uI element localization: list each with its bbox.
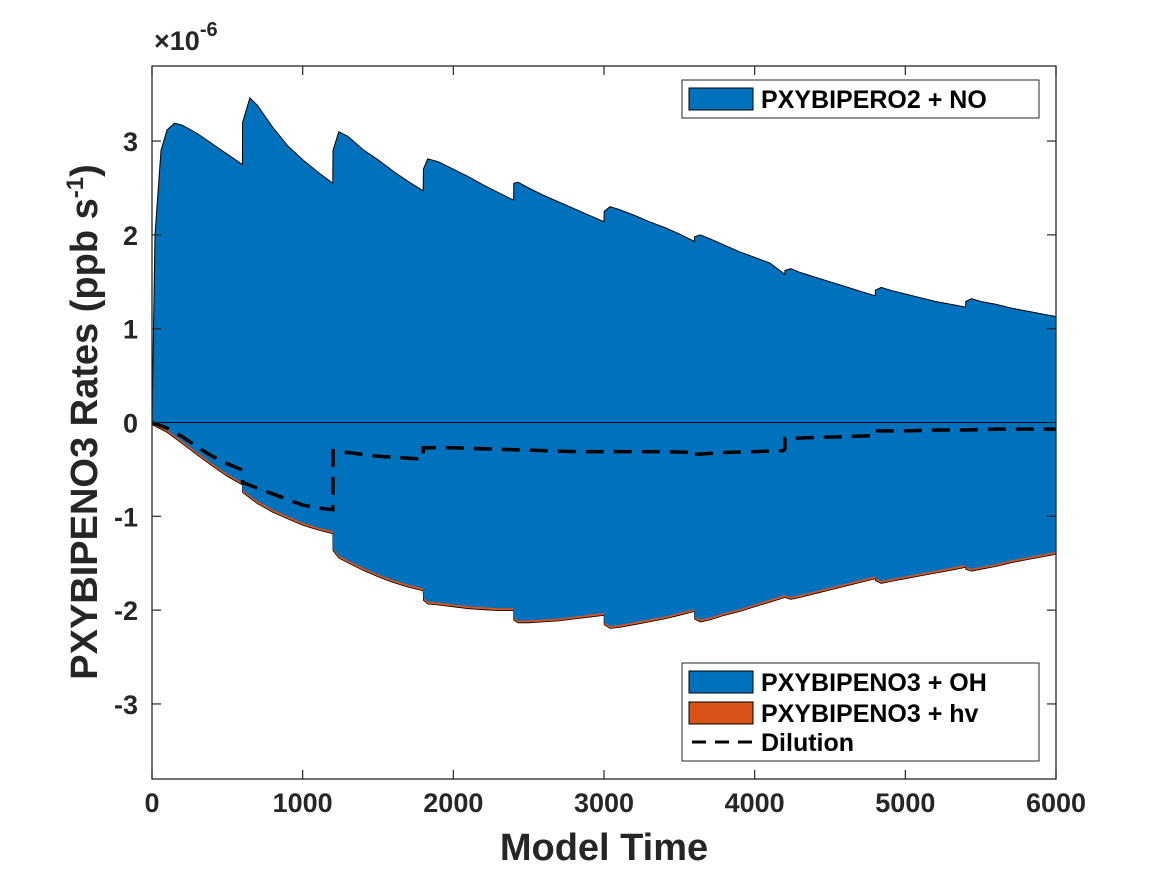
legend-label-pxybipero2-no: PXYBIPERO2 + NO — [761, 86, 987, 114]
exponent-label: ×10-6 — [154, 19, 218, 56]
x-tick-label: 2000 — [423, 788, 483, 818]
legend-top: PXYBIPERO2 + NO — [681, 79, 1040, 119]
x-tick-label: 3000 — [574, 788, 634, 818]
legend-label-dilution: Dilution — [761, 729, 854, 757]
y-tick-label: -2 — [114, 596, 138, 626]
x-tick-label: 5000 — [875, 788, 935, 818]
y-axis-ticks: -3 -2 -1 0 1 2 3 — [114, 127, 1056, 720]
y-tick-label: 1 — [123, 315, 138, 345]
y-tick-label: 2 — [123, 221, 138, 251]
x-axis-title: Model Time — [500, 827, 708, 869]
legend-label-pxybipeno3-hv: PXYBIPENO3 + hv — [761, 700, 979, 728]
line-dilution — [151, 420, 1056, 512]
legend-swatch-pxybipeno3-oh — [688, 670, 754, 694]
y-tick-label: -1 — [114, 502, 138, 532]
legend-label-pxybipeno3-oh: PXYBIPENO3 + OH — [761, 669, 987, 697]
y-tick-label: -3 — [114, 690, 138, 720]
y-tick-label: 0 — [123, 409, 138, 439]
x-tick-label: 6000 — [1026, 788, 1086, 818]
legend-swatch-pxybipero2-no — [688, 87, 754, 111]
x-tick-label: 4000 — [725, 788, 785, 818]
x-tick-label: 0 — [144, 788, 159, 818]
x-axis-ticks: 0 1000 2000 3000 4000 5000 6000 — [144, 66, 1086, 818]
x-tick-label: 1000 — [273, 788, 333, 818]
area-pxybipeno3-oh — [152, 422, 1056, 627]
area-pxybipero2-no — [151, 96, 1057, 423]
legend-swatch-pxybipeno3-hv — [688, 701, 754, 725]
y-tick-label: 3 — [123, 127, 138, 157]
y-axis-title: PXYBIPENO3 Rates (ppb s-1) — [62, 164, 106, 679]
plot-layer — [151, 96, 1057, 629]
legend-bottom: PXYBIPENO3 + OH PXYBIPENO3 + hv Dilution — [681, 662, 1040, 762]
